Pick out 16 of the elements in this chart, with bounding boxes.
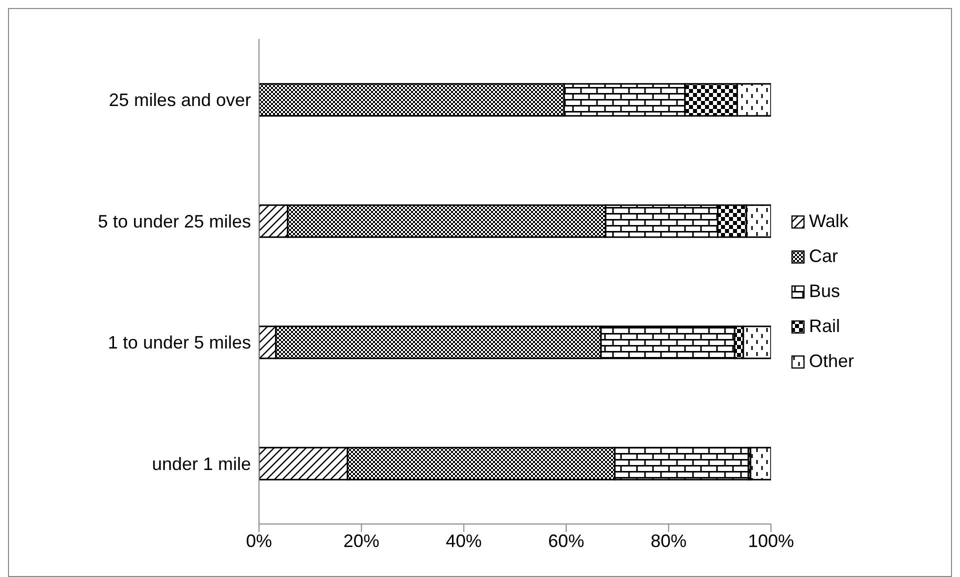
legend-label: Bus (809, 281, 840, 302)
x-tick-label: 80% (650, 530, 687, 551)
x-tick-label: 20% (343, 530, 380, 551)
x-tick-label: 40% (446, 530, 482, 551)
legend-label: Rail (809, 316, 840, 337)
legend-label: Car (809, 246, 838, 267)
x-tick-label: 60% (548, 530, 584, 551)
x-tick-label: 100% (748, 530, 794, 551)
y-tick-label: under 1 mile (152, 454, 251, 474)
bar (750, 446, 771, 480)
y-tick-label: 25 miles and over (108, 90, 252, 110)
legend-label: Other (809, 351, 854, 372)
x-tick-label: 0% (246, 530, 272, 551)
y-tick-label: 1 to under 5 miles (108, 332, 251, 353)
legend-label: Walk (809, 211, 848, 232)
y-tick-label: 5 to under 25 miles (98, 211, 251, 232)
